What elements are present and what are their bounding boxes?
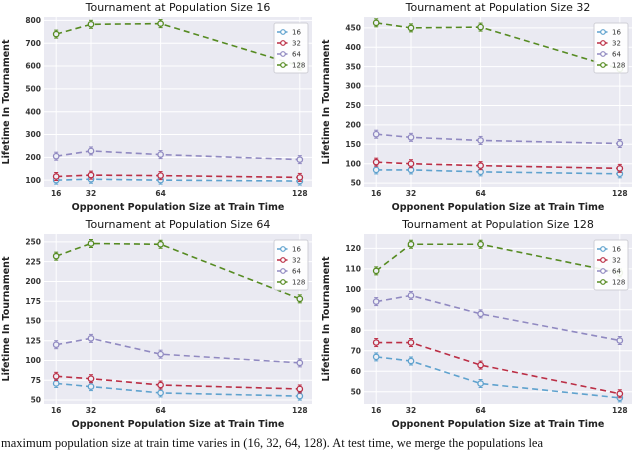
- svg-text:16: 16: [292, 29, 301, 37]
- svg-text:32: 32: [292, 257, 301, 265]
- svg-text:50: 50: [351, 387, 361, 396]
- svg-text:300: 300: [345, 82, 361, 91]
- svg-text:32: 32: [86, 406, 96, 415]
- svg-text:350: 350: [345, 62, 361, 71]
- svg-text:128: 128: [292, 62, 305, 70]
- svg-text:Lifetime In Tournament: Lifetime In Tournament: [321, 256, 332, 381]
- svg-text:16: 16: [371, 406, 381, 415]
- svg-text:16: 16: [51, 406, 61, 415]
- svg-text:128: 128: [612, 406, 628, 415]
- svg-text:Lifetime In Tournament: Lifetime In Tournament: [1, 256, 12, 381]
- svg-text:70: 70: [351, 346, 361, 355]
- svg-text:Lifetime In Tournament: Lifetime In Tournament: [1, 39, 12, 164]
- svg-text:Tournament at Population Size: Tournament at Population Size 16: [85, 1, 271, 14]
- svg-text:Opponent Population Size at Tr: Opponent Population Size at Train Time: [72, 419, 285, 430]
- svg-text:50: 50: [351, 179, 361, 188]
- svg-text:50: 50: [31, 396, 41, 405]
- svg-text:64: 64: [292, 268, 301, 276]
- svg-text:Tournament at Population Size: Tournament at Population Size 64: [85, 218, 271, 231]
- svg-text:100: 100: [345, 285, 361, 294]
- svg-text:128: 128: [292, 189, 308, 198]
- svg-text:125: 125: [25, 336, 41, 345]
- svg-text:60: 60: [351, 367, 361, 376]
- svg-text:128: 128: [292, 406, 308, 415]
- svg-text:110: 110: [345, 264, 361, 273]
- svg-text:225: 225: [25, 257, 41, 266]
- svg-text:100: 100: [345, 159, 361, 168]
- chart-tournament-pop-128: 50 60 70 80 90 100 110 120 16 32 64 128 Opponent Pop…: [321, 218, 632, 430]
- svg-text:200: 200: [345, 120, 361, 129]
- svg-text:Opponent Population Size at Tr: Opponent Population Size at Train Time: [392, 419, 605, 430]
- svg-text:32: 32: [406, 406, 416, 415]
- svg-text:32: 32: [612, 257, 621, 265]
- svg-text:16: 16: [51, 189, 61, 198]
- subplot-tournament-pop-64: 50 75 100 125 150 175 200 225 250 16 32 64 128 Oppone…: [0, 217, 320, 434]
- svg-text:64: 64: [475, 406, 485, 415]
- chart-tournament-pop-16: 100 200 300 400 500 600 700 800 16 32 64 128 Opponen…: [1, 1, 312, 213]
- svg-text:400: 400: [25, 107, 41, 116]
- svg-text:300: 300: [25, 130, 41, 139]
- svg-text:64: 64: [475, 189, 485, 198]
- svg-text:128: 128: [292, 279, 305, 287]
- svg-text:64: 64: [155, 189, 165, 198]
- svg-text:100: 100: [25, 176, 41, 185]
- chart-tournament-pop-32: 50 100 150 200 250 300 350 400 450 16 32 64 128 Oppon…: [321, 1, 632, 213]
- svg-text:450: 450: [345, 23, 361, 32]
- svg-text:128: 128: [612, 279, 625, 287]
- svg-text:64: 64: [292, 51, 301, 59]
- svg-text:600: 600: [25, 62, 41, 71]
- subplot-tournament-pop-128: 50 60 70 80 90 100 110 120 16 32 64 128 Opponent Pop…: [320, 217, 640, 434]
- svg-text:16: 16: [612, 29, 621, 37]
- svg-text:64: 64: [612, 268, 621, 276]
- subplot-tournament-pop-32: 50 100 150 200 250 300 350 400 450 16 32 64 128 Oppon…: [320, 0, 640, 217]
- svg-text:400: 400: [345, 43, 361, 52]
- svg-text:Lifetime In Tournament: Lifetime In Tournament: [321, 39, 332, 164]
- chart-tournament-pop-64: 50 75 100 125 150 175 200 225 250 16 32 64 128 Oppone…: [1, 218, 312, 430]
- svg-text:250: 250: [25, 238, 41, 247]
- svg-text:100: 100: [25, 356, 41, 365]
- svg-text:150: 150: [25, 317, 41, 326]
- svg-text:200: 200: [25, 153, 41, 162]
- figure-caption: maximum population size at train time va…: [1, 436, 544, 450]
- svg-text:Opponent Population Size at Tr: Opponent Population Size at Train Time: [72, 202, 285, 213]
- subplot-tournament-pop-16: 100 200 300 400 500 600 700 800 16 32 64 128 Opponen…: [0, 0, 320, 217]
- svg-text:90: 90: [351, 305, 361, 314]
- svg-text:500: 500: [25, 84, 41, 93]
- svg-text:120: 120: [345, 244, 361, 253]
- svg-text:200: 200: [25, 277, 41, 286]
- svg-text:16: 16: [371, 189, 381, 198]
- svg-text:32: 32: [612, 40, 621, 48]
- svg-text:64: 64: [155, 406, 165, 415]
- svg-text:250: 250: [345, 101, 361, 110]
- svg-text:16: 16: [292, 246, 301, 254]
- charts-grid: 100 200 300 400 500 600 700 800 16 32 64 128 Opponen…: [0, 0, 640, 434]
- svg-text:128: 128: [612, 189, 628, 198]
- svg-text:75: 75: [31, 376, 41, 385]
- svg-text:800: 800: [25, 16, 41, 25]
- svg-text:80: 80: [351, 326, 361, 335]
- svg-text:128: 128: [612, 62, 625, 70]
- svg-text:Opponent Population Size at Tr: Opponent Population Size at Train Time: [392, 202, 605, 213]
- svg-text:Tournament at Population Size: Tournament at Population Size 128: [401, 218, 594, 231]
- svg-text:Tournament at Population Size: Tournament at Population Size 32: [405, 1, 591, 14]
- svg-text:700: 700: [25, 39, 41, 48]
- svg-text:64: 64: [612, 51, 621, 59]
- svg-text:32: 32: [406, 189, 416, 198]
- svg-text:32: 32: [86, 189, 96, 198]
- svg-text:16: 16: [612, 246, 621, 254]
- svg-text:150: 150: [345, 140, 361, 149]
- svg-text:175: 175: [25, 297, 41, 306]
- svg-text:32: 32: [292, 40, 301, 48]
